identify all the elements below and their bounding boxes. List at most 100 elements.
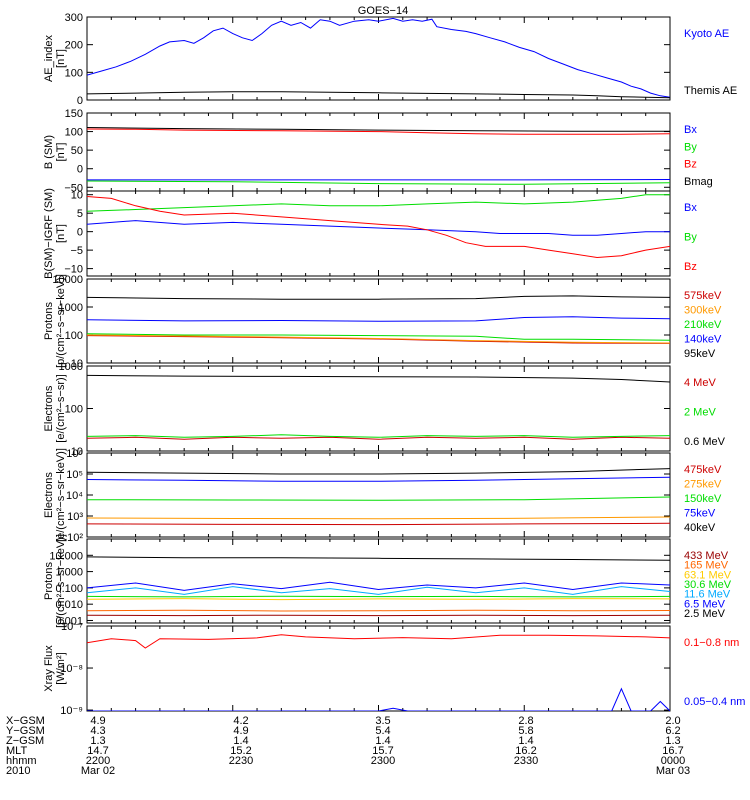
legend-entry: 4 MeV bbox=[684, 377, 716, 389]
series-line-bz bbox=[87, 128, 670, 135]
series-line-by bbox=[87, 194, 670, 212]
series-line-6-5-mev bbox=[87, 581, 670, 591]
legend-entry: 210keV bbox=[684, 319, 722, 331]
ephemeris-value: 16.2 bbox=[515, 745, 536, 757]
y-axis-label: Xray Flux bbox=[43, 645, 55, 692]
series-line-95kev bbox=[87, 295, 670, 300]
y-tick-label: 1.000 bbox=[55, 567, 83, 579]
y-tick-label: 100 bbox=[65, 404, 83, 416]
legend-entry: 63.1 MeV bbox=[684, 569, 732, 581]
y-tick-label: 150 bbox=[65, 108, 83, 120]
series-line-by bbox=[87, 180, 670, 185]
y-axis-label: [e/(cm²−s−sr)] bbox=[55, 374, 67, 442]
series-line-275kev bbox=[87, 516, 670, 520]
ephemeris-value: 1.3 bbox=[665, 735, 680, 747]
series-line-0-05-0-4-nm bbox=[87, 687, 670, 711]
series-line-165-mev bbox=[87, 609, 670, 612]
series-line-bx bbox=[87, 220, 670, 236]
y-axis-label: Protons bbox=[43, 302, 55, 340]
series-line-475kev bbox=[87, 522, 670, 526]
series-line-11-6-mev bbox=[87, 586, 670, 595]
legend-entry: 165 MeV bbox=[684, 560, 729, 572]
y-axis-label: [nT] bbox=[55, 143, 67, 162]
y-axis-label: [e/(cm²−s−sr−keV)] bbox=[55, 448, 67, 542]
y-tick-label: −50 bbox=[64, 182, 83, 194]
panel-ae: 0 100 200 300 AE_index [nT] Kyoto AE Themis AE bbox=[43, 12, 737, 107]
legend-entry: 2 MeV bbox=[684, 407, 716, 419]
ephemeris-row-label: X−GSM bbox=[6, 715, 45, 727]
y-tick-label: 100 bbox=[65, 330, 83, 342]
legend-entry: 40keV bbox=[684, 522, 716, 534]
ephemeris-value: 6.2 bbox=[665, 725, 680, 737]
legend-entry: By bbox=[684, 232, 697, 244]
y-tick-label: 10³ bbox=[67, 511, 83, 523]
y-axis-label: B(SM)−IGRF (SM) bbox=[43, 188, 55, 279]
y-tick-label: 5 bbox=[77, 208, 83, 220]
y-axis-label: [p/(cm²−s−sr−keV)] bbox=[55, 274, 67, 368]
legend-entry: Bx bbox=[684, 124, 697, 136]
y-tick-label: 10 bbox=[71, 190, 83, 202]
ephemeris-value: 1.3 bbox=[90, 735, 105, 747]
legend-entry: 433 MeV bbox=[684, 550, 729, 562]
y-tick-label: 10⁵ bbox=[66, 469, 83, 481]
ephemeris-value: 2330 bbox=[514, 755, 538, 767]
ephemeris-value: 4.9 bbox=[233, 725, 248, 737]
legend-entry: 11.6 MeV bbox=[684, 589, 731, 601]
y-axis-label: Electrons bbox=[43, 472, 55, 518]
legend-entry: 575keV bbox=[684, 290, 722, 302]
ephemeris-value: 1.4 bbox=[518, 735, 533, 747]
y-tick-label: 200 bbox=[65, 40, 83, 52]
chart-title: GOES−14 bbox=[358, 5, 408, 17]
ephemeris-value: 5.4 bbox=[375, 725, 390, 737]
ephemeris-value: Mar 03 bbox=[656, 765, 690, 777]
ephemeris-value: 15.2 bbox=[230, 745, 251, 757]
y-axis-label: Electrons bbox=[43, 385, 55, 431]
legend-entry: Bz bbox=[684, 159, 697, 171]
series-line-2-5-mev bbox=[87, 556, 670, 561]
series-line-210kev bbox=[87, 333, 670, 341]
legend-entry: Themis AE bbox=[684, 85, 737, 97]
legend-entry: 275keV bbox=[684, 479, 722, 491]
legend-entry: 2.5 MeV bbox=[684, 608, 726, 620]
legend-entry: 0.1−0.8 nm bbox=[684, 637, 739, 649]
y-tick-label: 10 bbox=[71, 358, 83, 370]
ephemeris-value: 14.7 bbox=[87, 745, 108, 757]
y-tick-label: 10⁶ bbox=[66, 448, 83, 460]
legend-entry: Bz bbox=[684, 261, 697, 273]
y-tick-label: 1000 bbox=[59, 361, 83, 373]
y-axis-label: [nT] bbox=[55, 224, 67, 243]
y-tick-label: 100 bbox=[65, 67, 83, 79]
legend-entry: Bmag bbox=[684, 176, 713, 188]
y-tick-label: 100 bbox=[65, 127, 83, 139]
panel-bigrf: −10 −5 0 5 10 B(SM)−IGRF (SM) [nT] Bx By Bz bbox=[43, 188, 697, 279]
y-tick-label: 0 bbox=[77, 227, 83, 239]
y-tick-label: 10000 bbox=[52, 274, 83, 286]
y-axis-label: [p/(cm²−s−sr−keV)] bbox=[55, 534, 67, 628]
panel-frame bbox=[86, 190, 671, 277]
series-line-2-mev bbox=[87, 434, 670, 438]
y-tick-label: 10.000 bbox=[49, 550, 83, 562]
legend-entry: 75keV bbox=[684, 508, 716, 520]
series-line-30-6-mev bbox=[87, 595, 670, 598]
series-line-150kev bbox=[87, 496, 670, 501]
y-tick-label: 0.100 bbox=[55, 583, 83, 595]
ephemeris-row-label: MLT bbox=[6, 745, 27, 757]
ephemeris-value: 16.7 bbox=[662, 745, 683, 757]
legend-entry: By bbox=[684, 141, 697, 153]
y-axis-label: Protons bbox=[43, 562, 55, 600]
y-tick-label: 10² bbox=[67, 532, 83, 544]
legend-entry: 475keV bbox=[684, 464, 722, 476]
ephemeris-value: 2230 bbox=[229, 755, 253, 767]
ephemeris-value: 0000 bbox=[661, 755, 685, 767]
y-tick-label: 0.001 bbox=[55, 615, 83, 627]
y-tick-label: 10⁻⁹ bbox=[60, 705, 83, 717]
legend-entry: Bx bbox=[684, 202, 697, 214]
ephemeris-value: 1.4 bbox=[375, 735, 390, 747]
y-tick-label: 0 bbox=[77, 164, 83, 176]
legend-entry: 95keV bbox=[684, 348, 716, 360]
ephemeris-row-label: 2010 bbox=[6, 765, 30, 777]
panel-frame bbox=[86, 16, 671, 101]
y-tick-label: 300 bbox=[65, 12, 83, 24]
